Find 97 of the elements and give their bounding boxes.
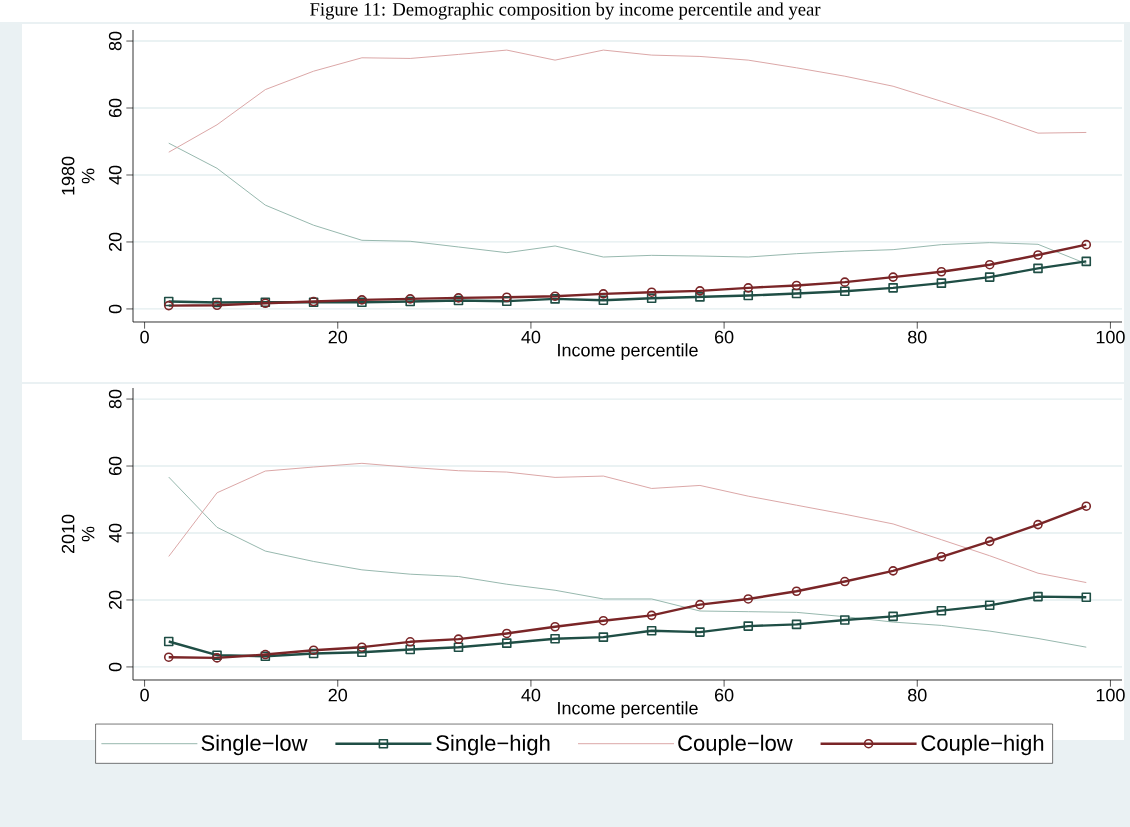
- point: [501, 628, 512, 639]
- point: [888, 611, 898, 622]
- x-tick-label: 100: [1096, 330, 1125, 344]
- point: [405, 637, 415, 647]
- x-axis-title: Income percentile: [558, 701, 698, 719]
- y-tick-label: 60: [108, 456, 122, 476]
- x-tick-label: 0: [140, 688, 149, 702]
- point: [1033, 250, 1043, 260]
- x-tick-label: 40: [521, 688, 541, 702]
- y-tick-label: 60: [108, 98, 122, 118]
- point: [1033, 263, 1043, 274]
- point: [984, 272, 995, 282]
- point: [163, 652, 174, 663]
- point: [695, 627, 705, 637]
- point: [1033, 591, 1043, 602]
- point: [743, 283, 754, 293]
- point: [163, 296, 174, 307]
- point: [791, 280, 802, 291]
- point: [357, 642, 367, 652]
- point: [646, 625, 657, 636]
- point: [550, 634, 560, 644]
- y-tick-label: 20: [108, 232, 122, 252]
- y-axis-title: 1980 %: [61, 156, 95, 195]
- point: [936, 278, 947, 288]
- line-series: [168, 476, 1087, 648]
- point: [646, 610, 657, 621]
- point: [695, 599, 705, 610]
- point: [163, 300, 174, 311]
- point: [840, 576, 850, 587]
- point: [840, 277, 850, 287]
- point: [646, 293, 657, 304]
- point: [984, 259, 995, 270]
- y-axis-title: 2010 %: [61, 514, 95, 554]
- chart-title: Figure 11: Demographic composition by income percentile and year: [310, 2, 821, 20]
- point: [453, 642, 464, 652]
- point: [163, 636, 174, 647]
- point: [501, 296, 512, 307]
- point: [598, 632, 609, 642]
- point: [646, 287, 657, 297]
- point: [550, 621, 560, 632]
- point: [791, 586, 802, 597]
- y-tick-label: 0: [108, 304, 122, 314]
- point: [791, 619, 802, 630]
- point: [888, 566, 898, 576]
- x-tick-label: 80: [908, 330, 927, 344]
- line-series: [168, 142, 1087, 265]
- line-series: [168, 462, 1087, 584]
- point: [695, 286, 705, 296]
- point: [791, 288, 802, 299]
- x-tick-label: 100: [1096, 688, 1125, 702]
- x-tick-label: 20: [328, 330, 348, 344]
- point: [501, 638, 512, 648]
- point: [936, 605, 947, 616]
- x-tick-label: 0: [140, 330, 149, 344]
- point: [357, 647, 367, 657]
- point: [743, 594, 754, 604]
- point: [743, 290, 754, 301]
- point: [840, 615, 850, 625]
- y-tick-label: 40: [108, 165, 122, 185]
- point: [598, 295, 609, 306]
- point: [598, 289, 609, 299]
- line-series: [168, 49, 1087, 153]
- x-tick-label: 40: [521, 330, 541, 344]
- y-tick-label: 0: [108, 662, 122, 672]
- point: [1033, 519, 1043, 530]
- point: [308, 645, 319, 655]
- legend-label: Single−high: [436, 734, 550, 756]
- y-tick-label: 80: [108, 389, 122, 409]
- point: [743, 621, 754, 631]
- point: [405, 644, 415, 655]
- x-tick-label: 80: [908, 688, 927, 702]
- point: [695, 292, 705, 302]
- x-tick-label: 60: [715, 688, 734, 702]
- legend-label: Single−low: [201, 734, 308, 756]
- point: [840, 286, 850, 296]
- point: [598, 615, 609, 626]
- point: [888, 272, 898, 282]
- point: [308, 648, 319, 659]
- point: [1081, 239, 1092, 250]
- point: [1081, 501, 1092, 512]
- x-tick-label: 60: [715, 330, 734, 344]
- x-tick-label: 20: [328, 688, 348, 702]
- y-tick-label: 80: [108, 31, 122, 51]
- point: [984, 536, 995, 547]
- legend-label: Couple−high: [921, 734, 1044, 756]
- point: [453, 634, 464, 644]
- point: [984, 600, 995, 611]
- y-tick-label: 20: [108, 590, 122, 610]
- y-tick-label: 40: [108, 523, 122, 543]
- legend-label: Couple−low: [678, 734, 793, 756]
- point: [1081, 256, 1092, 267]
- point: [936, 266, 947, 277]
- point: [888, 283, 898, 293]
- point: [1081, 592, 1092, 603]
- point: [501, 292, 512, 303]
- point: [936, 551, 947, 562]
- x-axis-title: Income percentile: [558, 343, 698, 361]
